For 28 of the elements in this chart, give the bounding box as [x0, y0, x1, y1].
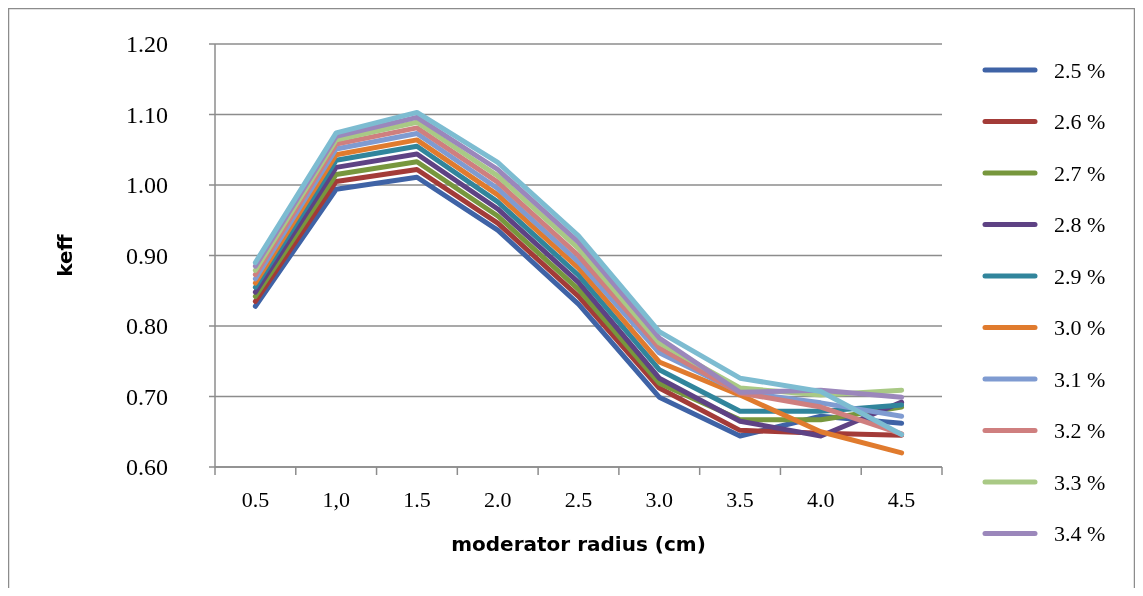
y-tick-label: 0.90 — [126, 242, 168, 269]
x-tick-label: 4.5 — [887, 487, 916, 512]
legend-label: 2.5 % — [1054, 57, 1106, 83]
y-tick-label: 1.00 — [126, 172, 168, 199]
x-axis-title: moderator radius (cm) — [451, 532, 706, 556]
x-tick-label: 4.0 — [807, 487, 835, 512]
y-tick-label: 0.80 — [126, 313, 168, 340]
x-tick-label: 3.5 — [726, 487, 754, 512]
y-axis-title: keff — [53, 233, 77, 277]
x-tick-label: 2.5 — [564, 487, 593, 512]
legend-label: 2.8 % — [1054, 212, 1106, 238]
x-tick-label: 0.5 — [241, 487, 270, 512]
x-tick-label: 2.0 — [483, 487, 512, 512]
legend-label: 2.9 % — [1054, 263, 1106, 289]
legend-label: 3.2 % — [1054, 418, 1106, 444]
legend-label: 2.6 % — [1054, 109, 1106, 135]
y-tick-label: 1.20 — [126, 31, 168, 58]
y-tick-label: 0.60 — [126, 454, 168, 481]
x-tick-label: 3.0 — [645, 487, 674, 512]
x-tick-label: 1.5 — [403, 487, 431, 512]
y-tick-label: 0.70 — [126, 383, 168, 410]
legend-label: 3.3 % — [1054, 469, 1106, 495]
legend-label: 3.0 % — [1054, 315, 1106, 341]
x-tick-label: 1,0 — [322, 487, 350, 512]
y-tick-label: 1.10 — [126, 101, 168, 128]
legend-label: 2.7 % — [1054, 160, 1106, 186]
legend-label: 3.4 % — [1054, 521, 1106, 547]
legend-label: 3.1 % — [1054, 366, 1106, 392]
